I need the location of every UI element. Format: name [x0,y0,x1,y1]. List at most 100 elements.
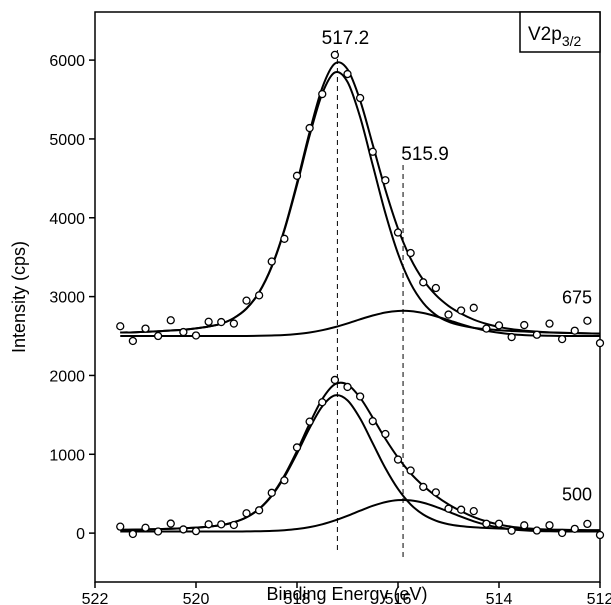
data-point [532,330,542,339]
label-box [519,11,601,53]
data-point [355,392,365,401]
x-tick-label: 516 [385,591,412,605]
data-point [179,525,188,534]
data-point [141,523,150,532]
data-point [280,234,289,243]
data-point [242,509,251,518]
data-point [557,334,567,344]
x-tick-label: 518 [284,591,311,605]
data-point [153,331,163,341]
y-tick-label: 4000 [49,211,85,228]
data-point [557,528,567,538]
data-point [469,506,478,516]
data-point [229,319,239,328]
data-point [381,429,390,439]
data-point [419,278,428,287]
data-point [570,326,579,335]
y-tick-label: 3000 [49,290,85,307]
data-point [419,482,428,492]
box-label: V2p3/2 [528,24,581,49]
data-point [583,519,592,529]
data-point [116,522,125,531]
data-point [217,520,226,529]
data-point [368,147,377,156]
data-point [292,171,302,180]
data-point [254,291,264,300]
data-point [444,504,453,513]
data-point [153,527,163,536]
data-point [393,455,403,464]
data-point [406,248,415,258]
data-point [116,322,125,331]
data-point [444,310,453,319]
data-point [595,530,605,540]
data-point [343,69,352,79]
data-point [292,443,302,452]
data-point [456,505,466,514]
data-point [267,257,276,266]
data-point [191,526,201,536]
data-point [330,50,340,60]
data-point [507,526,516,535]
y-tick-label: 5000 [49,132,85,149]
y-tick-label: 2000 [49,368,85,385]
box-label-sub: 3/2 [562,33,582,49]
y-tick-label: 1000 [49,447,85,464]
y-tick-label: 6000 [49,53,85,70]
data-point [280,476,289,485]
data-point [431,283,441,293]
x-tick-label: 514 [486,591,513,605]
data-point [381,176,390,185]
peak-label: 515.9 [401,144,449,165]
data-point [128,529,138,539]
data-point [204,520,213,529]
data-point [545,521,554,530]
data-point [431,488,441,497]
y-tick-label: 0 [76,526,85,543]
data-point [355,93,365,103]
data-point [191,331,201,340]
data-point [267,488,276,497]
data-point [520,521,529,530]
data-point [343,382,352,392]
data-point [242,296,251,305]
data-point [494,519,504,528]
data-point [456,306,466,315]
x-tick-label: 520 [183,591,210,605]
data-point [318,89,327,99]
data-point [318,398,327,407]
data-point [469,303,478,312]
data-point [141,324,150,333]
data-point [507,332,516,342]
data-point [545,319,554,328]
data-point [217,317,226,327]
data-point [482,324,491,333]
data-point [166,316,175,325]
data-point [494,321,504,330]
x-tick-label: 522 [82,591,109,605]
data-point [368,417,377,426]
data-point [520,320,529,330]
data-point [393,228,403,237]
data-point [166,519,175,528]
x-tick-label: 512 [587,591,611,605]
data-point [128,336,138,346]
data-point [330,375,340,385]
data-point [229,520,239,530]
data-point [532,526,542,535]
data-point [179,327,188,337]
series-label: 675 [562,288,592,308]
peak-label: 517.2 [322,28,370,49]
x-axis-label: Binding Energy (eV) [266,584,427,604]
data-point [583,316,592,325]
data-point [204,317,213,326]
data-point [482,519,491,528]
data-point [570,524,579,534]
y-axis-label: Intensity (cps) [9,241,29,353]
data-point [305,123,314,133]
box-label-main: V2p [528,24,562,45]
data-point [595,338,605,348]
data-point [254,506,264,515]
